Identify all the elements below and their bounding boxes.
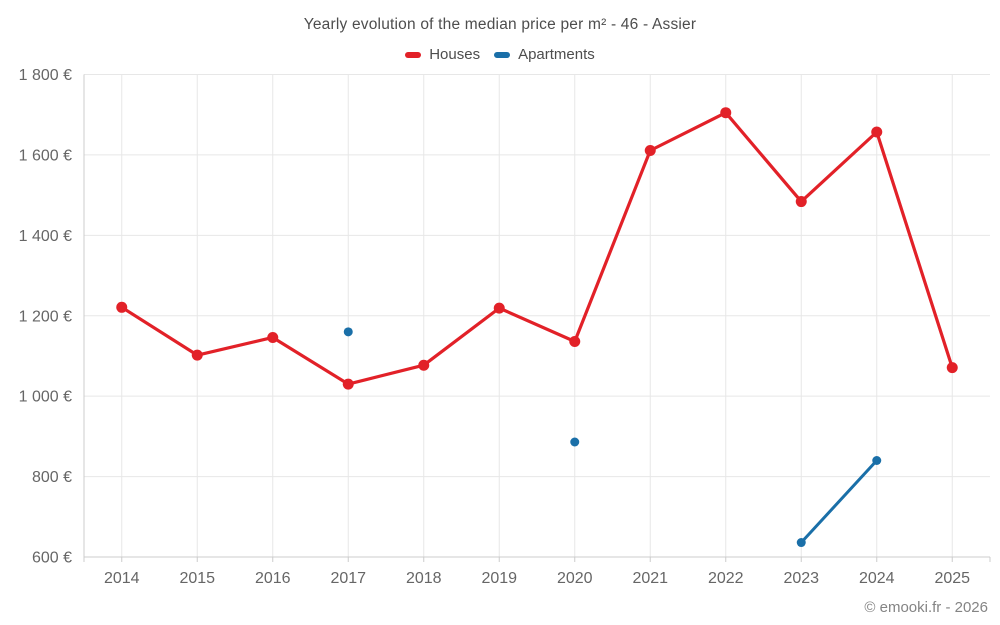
y-axis-label: 1 200 €	[19, 308, 72, 325]
legend-label-houses: Houses	[429, 46, 481, 63]
data-point-houses-2016[interactable]	[267, 331, 279, 343]
data-point-apartments-2024[interactable]	[872, 456, 882, 465]
x-axis-label: 2025	[934, 570, 970, 587]
y-axis-label: 600 €	[32, 550, 72, 567]
apartments-swatch-icon	[494, 51, 511, 58]
data-point-houses-2020[interactable]	[569, 335, 581, 347]
x-axis-label: 2023	[783, 570, 819, 587]
y-axis-label: 1 600 €	[19, 147, 72, 164]
data-point-houses-2024[interactable]	[871, 126, 883, 138]
data-point-apartments-2023[interactable]	[796, 538, 806, 548]
data-point-houses-2018[interactable]	[418, 359, 430, 371]
legend-label-apartments: Apartments	[518, 46, 595, 63]
data-point-apartments-2017[interactable]	[343, 327, 353, 337]
x-axis-label: 2015	[179, 570, 215, 587]
legend-item-houses[interactable]: Houses	[405, 46, 480, 63]
x-axis-label: 2020	[557, 570, 593, 587]
x-axis-label: 2018	[406, 570, 442, 587]
y-axis-label: 1 000 €	[19, 389, 72, 406]
data-point-apartments-2020[interactable]	[570, 437, 580, 447]
series-line-houses	[120, 111, 954, 386]
series-line-apartments	[799, 459, 879, 545]
y-axis-label: 1 800 €	[19, 67, 72, 84]
data-point-houses-2019[interactable]	[493, 302, 505, 314]
y-axis-label: 1 400 €	[19, 228, 72, 245]
data-point-houses-2025[interactable]	[946, 362, 958, 374]
legend-item-apartments[interactable]: Apartments	[494, 46, 595, 63]
data-point-houses-2021[interactable]	[644, 144, 656, 156]
data-point-houses-2014[interactable]	[116, 301, 128, 313]
x-axis-label: 2017	[330, 570, 366, 587]
data-point-houses-2023[interactable]	[795, 196, 807, 208]
x-axis-label: 2016	[255, 570, 291, 587]
data-point-houses-2015[interactable]	[191, 349, 203, 361]
x-axis-label: 2022	[708, 570, 744, 587]
copyright-credit: © emooki.fr - 2026	[864, 599, 988, 616]
chart-title: Yearly evolution of the median price per…	[303, 16, 697, 33]
legend: Houses Apartments	[0, 46, 1000, 63]
data-point-houses-2022[interactable]	[720, 107, 732, 119]
x-axis-label: 2021	[632, 570, 668, 587]
x-axis-label: 2024	[859, 570, 895, 587]
data-point-houses-2017[interactable]	[342, 378, 354, 390]
x-axis-label: 2014	[104, 570, 140, 587]
houses-swatch-icon	[405, 51, 422, 58]
x-axis-label: 2019	[481, 570, 517, 587]
y-axis-label: 800 €	[32, 469, 72, 486]
